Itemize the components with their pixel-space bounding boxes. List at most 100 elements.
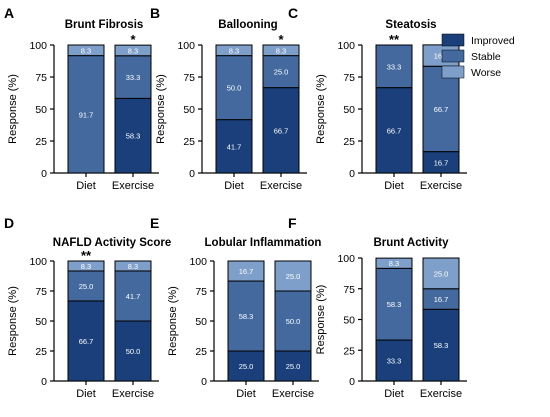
panel-letter: A: [4, 5, 14, 21]
bar-segment-stable: [375, 44, 413, 89]
y-tick-label: 25: [35, 346, 47, 358]
panel-letter: C: [288, 5, 298, 21]
y-tick-label: 0: [201, 376, 207, 388]
bar-segment-stable: [375, 267, 413, 341]
y-tick-label: 75: [343, 72, 355, 84]
legend-swatch-worse: [441, 65, 465, 79]
legend-label-stable: Stable: [471, 51, 501, 63]
y-tick-label: 100: [337, 40, 355, 52]
x-tick-label: Diet: [76, 180, 96, 192]
bar-segment-improved: [422, 308, 460, 382]
data-label: 8.3: [81, 46, 91, 55]
data-label: 25.0: [434, 269, 449, 278]
panel-title: Lobular Inflammation: [205, 237, 322, 249]
y-tick-label: 50: [183, 104, 195, 116]
significance-marker: *: [278, 32, 284, 47]
data-label: 16.7: [434, 52, 449, 61]
bar-segment-worse: [215, 44, 253, 57]
bar-segment-stable: [114, 270, 152, 322]
data-label: 66.7: [79, 337, 94, 346]
y-axis-label: Response (%): [167, 286, 179, 356]
significance-marker: **: [81, 248, 92, 263]
data-label: 25.0: [274, 68, 289, 77]
data-label: 50.0: [286, 317, 301, 326]
y-tick-label: 25: [343, 136, 355, 148]
data-label: 16.7: [434, 295, 449, 304]
bar-segment-stable: [422, 65, 460, 153]
data-label: 25.0: [286, 272, 301, 281]
panel-title: Ballooning: [218, 19, 277, 31]
data-label: 58.3: [434, 341, 449, 350]
x-tick-label: Diet: [76, 388, 96, 400]
y-axis-label: Response (%): [155, 74, 167, 144]
bar-segment-stable: [67, 270, 105, 302]
x-tick-label: Diet: [224, 180, 244, 192]
panel-title: Brunt Fibrosis: [65, 19, 144, 31]
data-label: 66.7: [387, 126, 402, 135]
data-label: 33.3: [387, 62, 402, 71]
y-axis-label: Response (%): [315, 285, 327, 355]
data-label: 8.3: [128, 262, 138, 271]
bar-segment-improved: [114, 97, 152, 174]
y-tick-label: 25: [195, 346, 207, 358]
y-tick-label: 0: [189, 168, 195, 180]
bar-segment-worse: [422, 257, 460, 290]
bar-segment-improved: [262, 87, 300, 174]
y-tick-label: 100: [29, 256, 47, 268]
bar-segment-worse: [274, 260, 312, 292]
panel-title: Brunt Activity: [374, 237, 450, 249]
bar-segment-worse: [227, 260, 265, 282]
y-axis-label: Response (%): [7, 74, 19, 144]
y-axis-label: Response (%): [7, 286, 19, 356]
data-label: 8.3: [229, 46, 239, 55]
legend-label-worse: Worse: [471, 67, 501, 79]
y-tick-label: 0: [349, 376, 355, 388]
data-label: 58.3: [387, 300, 402, 309]
data-label: 25.0: [79, 282, 94, 291]
x-tick-label: Exercise: [260, 180, 302, 192]
data-label: 41.7: [126, 292, 141, 301]
data-label: 8.3: [81, 262, 91, 271]
data-label: 41.7: [227, 142, 242, 151]
x-tick-label: Diet: [384, 180, 404, 192]
bar-segment-improved: [375, 87, 413, 174]
data-label: 58.3: [126, 132, 141, 141]
bar-segment-worse: [67, 44, 105, 57]
data-label: 58.3: [239, 312, 254, 321]
y-axis-label: Response (%): [315, 74, 327, 144]
y-tick-label: 25: [183, 136, 195, 148]
y-tick-label: 75: [35, 72, 47, 84]
data-label: 91.7: [79, 110, 94, 119]
y-tick-label: 50: [35, 104, 47, 116]
y-tick-label: 75: [183, 72, 195, 84]
y-tick-label: 75: [343, 284, 355, 296]
panel-letter: E: [150, 215, 159, 231]
significance-marker: **: [389, 32, 400, 47]
bar-segment-worse: [114, 44, 152, 57]
bar-segment-improved: [114, 320, 152, 382]
data-label: 8.3: [128, 46, 138, 55]
panel-title: NAFLD Activity Score: [53, 237, 171, 249]
y-tick-label: 50: [195, 316, 207, 328]
x-tick-label: Exercise: [272, 388, 314, 400]
y-tick-label: 100: [337, 253, 355, 265]
x-tick-label: Exercise: [112, 388, 154, 400]
data-label: 16.7: [239, 267, 254, 276]
data-label: 33.3: [126, 73, 141, 82]
bar-segment-worse: [114, 260, 152, 272]
y-tick-label: 100: [29, 40, 47, 52]
bar-segment-worse: [262, 44, 300, 57]
bar-segment-improved: [227, 350, 265, 382]
y-tick-label: 100: [189, 256, 207, 268]
x-tick-label: Exercise: [112, 180, 154, 192]
y-tick-label: 25: [35, 136, 47, 148]
data-label: 8.3: [276, 46, 286, 55]
panel-title: Steatosis: [385, 19, 436, 31]
bar-segment-worse: [67, 260, 105, 272]
data-label: 50.0: [126, 347, 141, 356]
significance-marker: *: [130, 32, 136, 47]
x-tick-label: Exercise: [420, 388, 462, 400]
data-label: 25.0: [239, 362, 254, 371]
